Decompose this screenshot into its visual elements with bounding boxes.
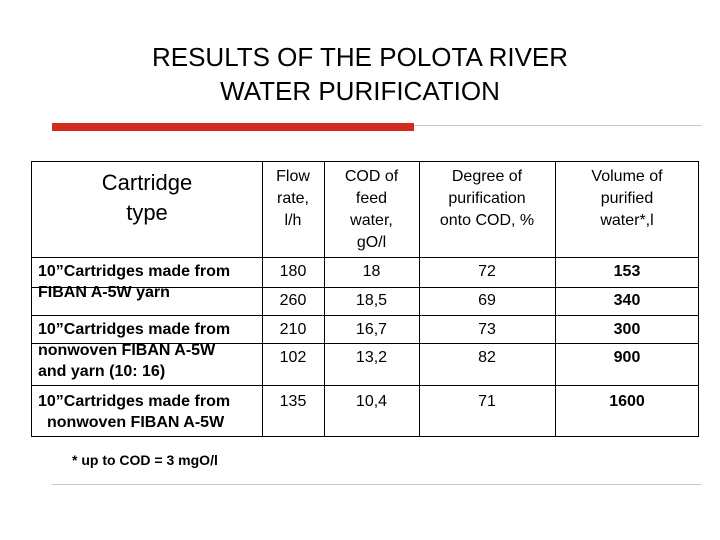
- volume-cell: 300: [613, 321, 641, 338]
- header-text: water,: [350, 212, 393, 229]
- cod-cell: 18,5: [355, 292, 388, 309]
- row-divider: [32, 315, 698, 316]
- label-line: and yarn (10: 16): [38, 363, 166, 380]
- cod-cell: 16,7: [355, 321, 388, 338]
- cod-cell: 13,2: [355, 349, 388, 366]
- degree-cell: 72: [478, 263, 496, 280]
- degree-cell: 73: [478, 321, 496, 338]
- header-volume-purified: Volume of purified water*,l: [555, 166, 699, 232]
- flow-cell: 210: [279, 321, 307, 338]
- row-divider: [32, 257, 698, 258]
- col-divider: [262, 162, 263, 436]
- label-line: 10”Cartridges made from: [38, 321, 231, 338]
- label-line: FIBAN A-5W yarn: [38, 284, 170, 301]
- col-divider: [419, 162, 420, 436]
- label-line: 10”Cartridges made from: [38, 263, 231, 280]
- degree-cell: 71: [478, 393, 496, 410]
- slide-title: RESULTS OF THE POLOTA RIVER WATER PURIFI…: [0, 40, 720, 108]
- cartridge-label-yarn: 10”Cartridges made from FIBAN A-5W yarn: [38, 261, 262, 303]
- accent-red-bar: [52, 123, 414, 131]
- header-degree-purification: Degree of purification onto COD, %: [419, 166, 555, 232]
- header-text: purification: [448, 190, 526, 207]
- row-divider: [32, 287, 698, 288]
- flow-cell: 260: [279, 292, 307, 309]
- header-text: gO/l: [356, 234, 387, 251]
- label-line: nonwoven FIBAN A-5W: [47, 414, 225, 431]
- label-line: 10”Cartridges made from: [38, 393, 231, 410]
- bottom-thin-rule: [52, 484, 702, 485]
- label-line: nonwoven FIBAN A-5W: [38, 342, 216, 359]
- header-text: water*,l: [600, 212, 654, 229]
- header-text: Degree of: [451, 168, 523, 185]
- title-line-2: WATER PURIFICATION: [220, 76, 500, 106]
- header-cartridge-type: Cartridge type: [32, 168, 262, 228]
- footnote: * up to COD = 3 mgO/l: [72, 452, 218, 468]
- volume-cell: 340: [613, 292, 641, 309]
- header-text: purified: [600, 190, 654, 207]
- row-divider: [32, 385, 698, 386]
- flow-cell: 135: [279, 393, 307, 410]
- header-text: feed: [355, 190, 388, 207]
- flow-cell: 180: [279, 263, 307, 280]
- col-divider: [324, 162, 325, 436]
- col-divider: [555, 162, 556, 436]
- flow-cell: 102: [279, 349, 307, 366]
- header-text: Flow: [276, 168, 310, 185]
- header-text: Volume of: [591, 168, 663, 185]
- cod-cell: 10,4: [355, 393, 388, 410]
- cod-cell: 18: [362, 263, 381, 280]
- cartridge-label-nonwoven: 10”Cartridges made from nonwoven FIBAN A…: [38, 391, 262, 433]
- header-text: rate,: [276, 190, 309, 207]
- cartridge-label-nonwoven-yarn: 10”Cartridges made from nonwoven FIBAN A…: [38, 319, 262, 382]
- volume-cell: 1600: [609, 393, 645, 410]
- header-text: Cartridge: [101, 170, 193, 195]
- header-cod-feed-water: COD of feed water, gO/l: [324, 166, 419, 254]
- header-text: l/h: [284, 212, 302, 229]
- row-divider: [32, 343, 698, 344]
- header-text: onto COD, %: [439, 212, 535, 229]
- header-text: COD of: [344, 168, 399, 185]
- results-table: Cartridge type Flow rate, l/h COD of fee…: [31, 161, 699, 437]
- volume-cell: 900: [613, 349, 641, 366]
- header-flow-rate: Flow rate, l/h: [262, 166, 324, 232]
- volume-cell: 153: [613, 263, 641, 280]
- header-text: type: [126, 200, 168, 225]
- title-line-1: RESULTS OF THE POLOTA RIVER: [151, 42, 569, 72]
- degree-cell: 69: [478, 292, 496, 309]
- degree-cell: 82: [478, 349, 496, 366]
